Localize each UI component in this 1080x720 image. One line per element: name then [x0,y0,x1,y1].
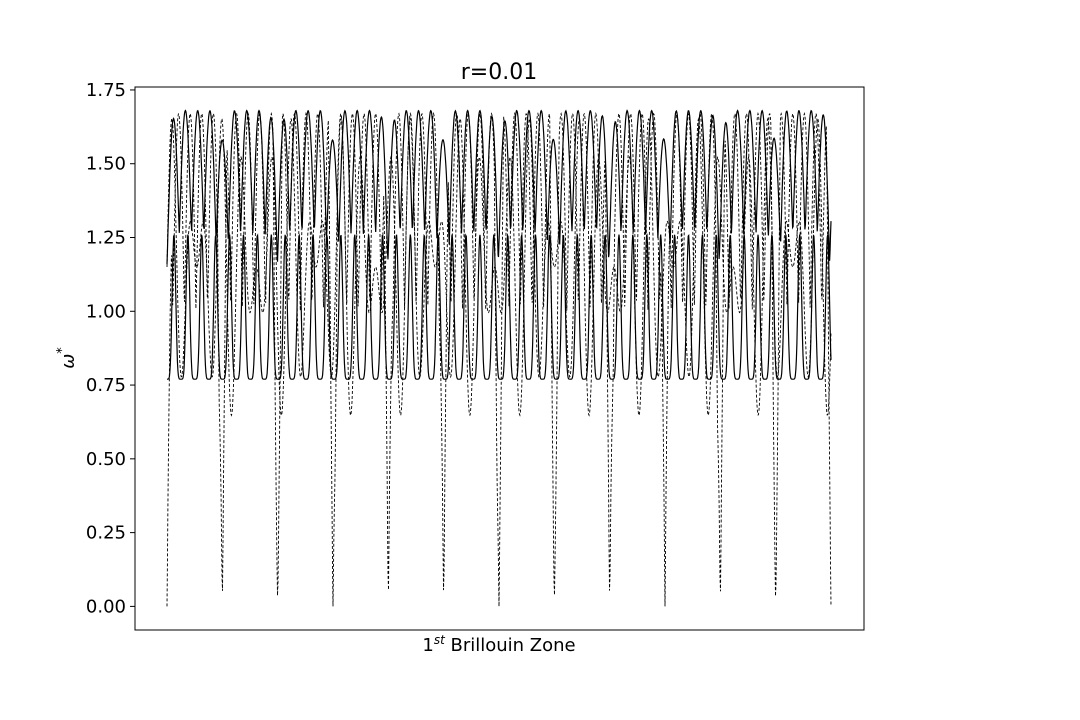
y-tick-label: 1.25 [86,228,126,249]
y-axis-label: ω* [55,347,79,369]
svg-text:ω*: ω* [55,347,79,369]
y-axis: 0.00 0.25 0.50 0.75 1.00 1.25 1.50 1.75 [86,80,135,617]
y-tick-label: 0.75 [86,375,126,396]
y-tick-label: 1.50 [86,154,126,175]
y-tick-label: 1.00 [86,301,126,322]
y-tick-label: 1.75 [86,80,126,101]
series-line-solid-upper [166,109,832,265]
series-line-solid-lower [167,233,832,380]
y-tick-label: 0.50 [86,449,126,470]
y-tick-label: 0.00 [86,596,126,617]
plot-frame [134,86,865,631]
series-line-dashed-acoustic [166,111,832,607]
y-tick-label: 0.25 [86,523,126,544]
chart-title: r=0.01 [461,60,537,85]
series-line-dashed-middle [166,117,832,417]
x-axis-label: 1st Brillouin Zone [422,633,575,656]
plot-lines [166,109,832,607]
